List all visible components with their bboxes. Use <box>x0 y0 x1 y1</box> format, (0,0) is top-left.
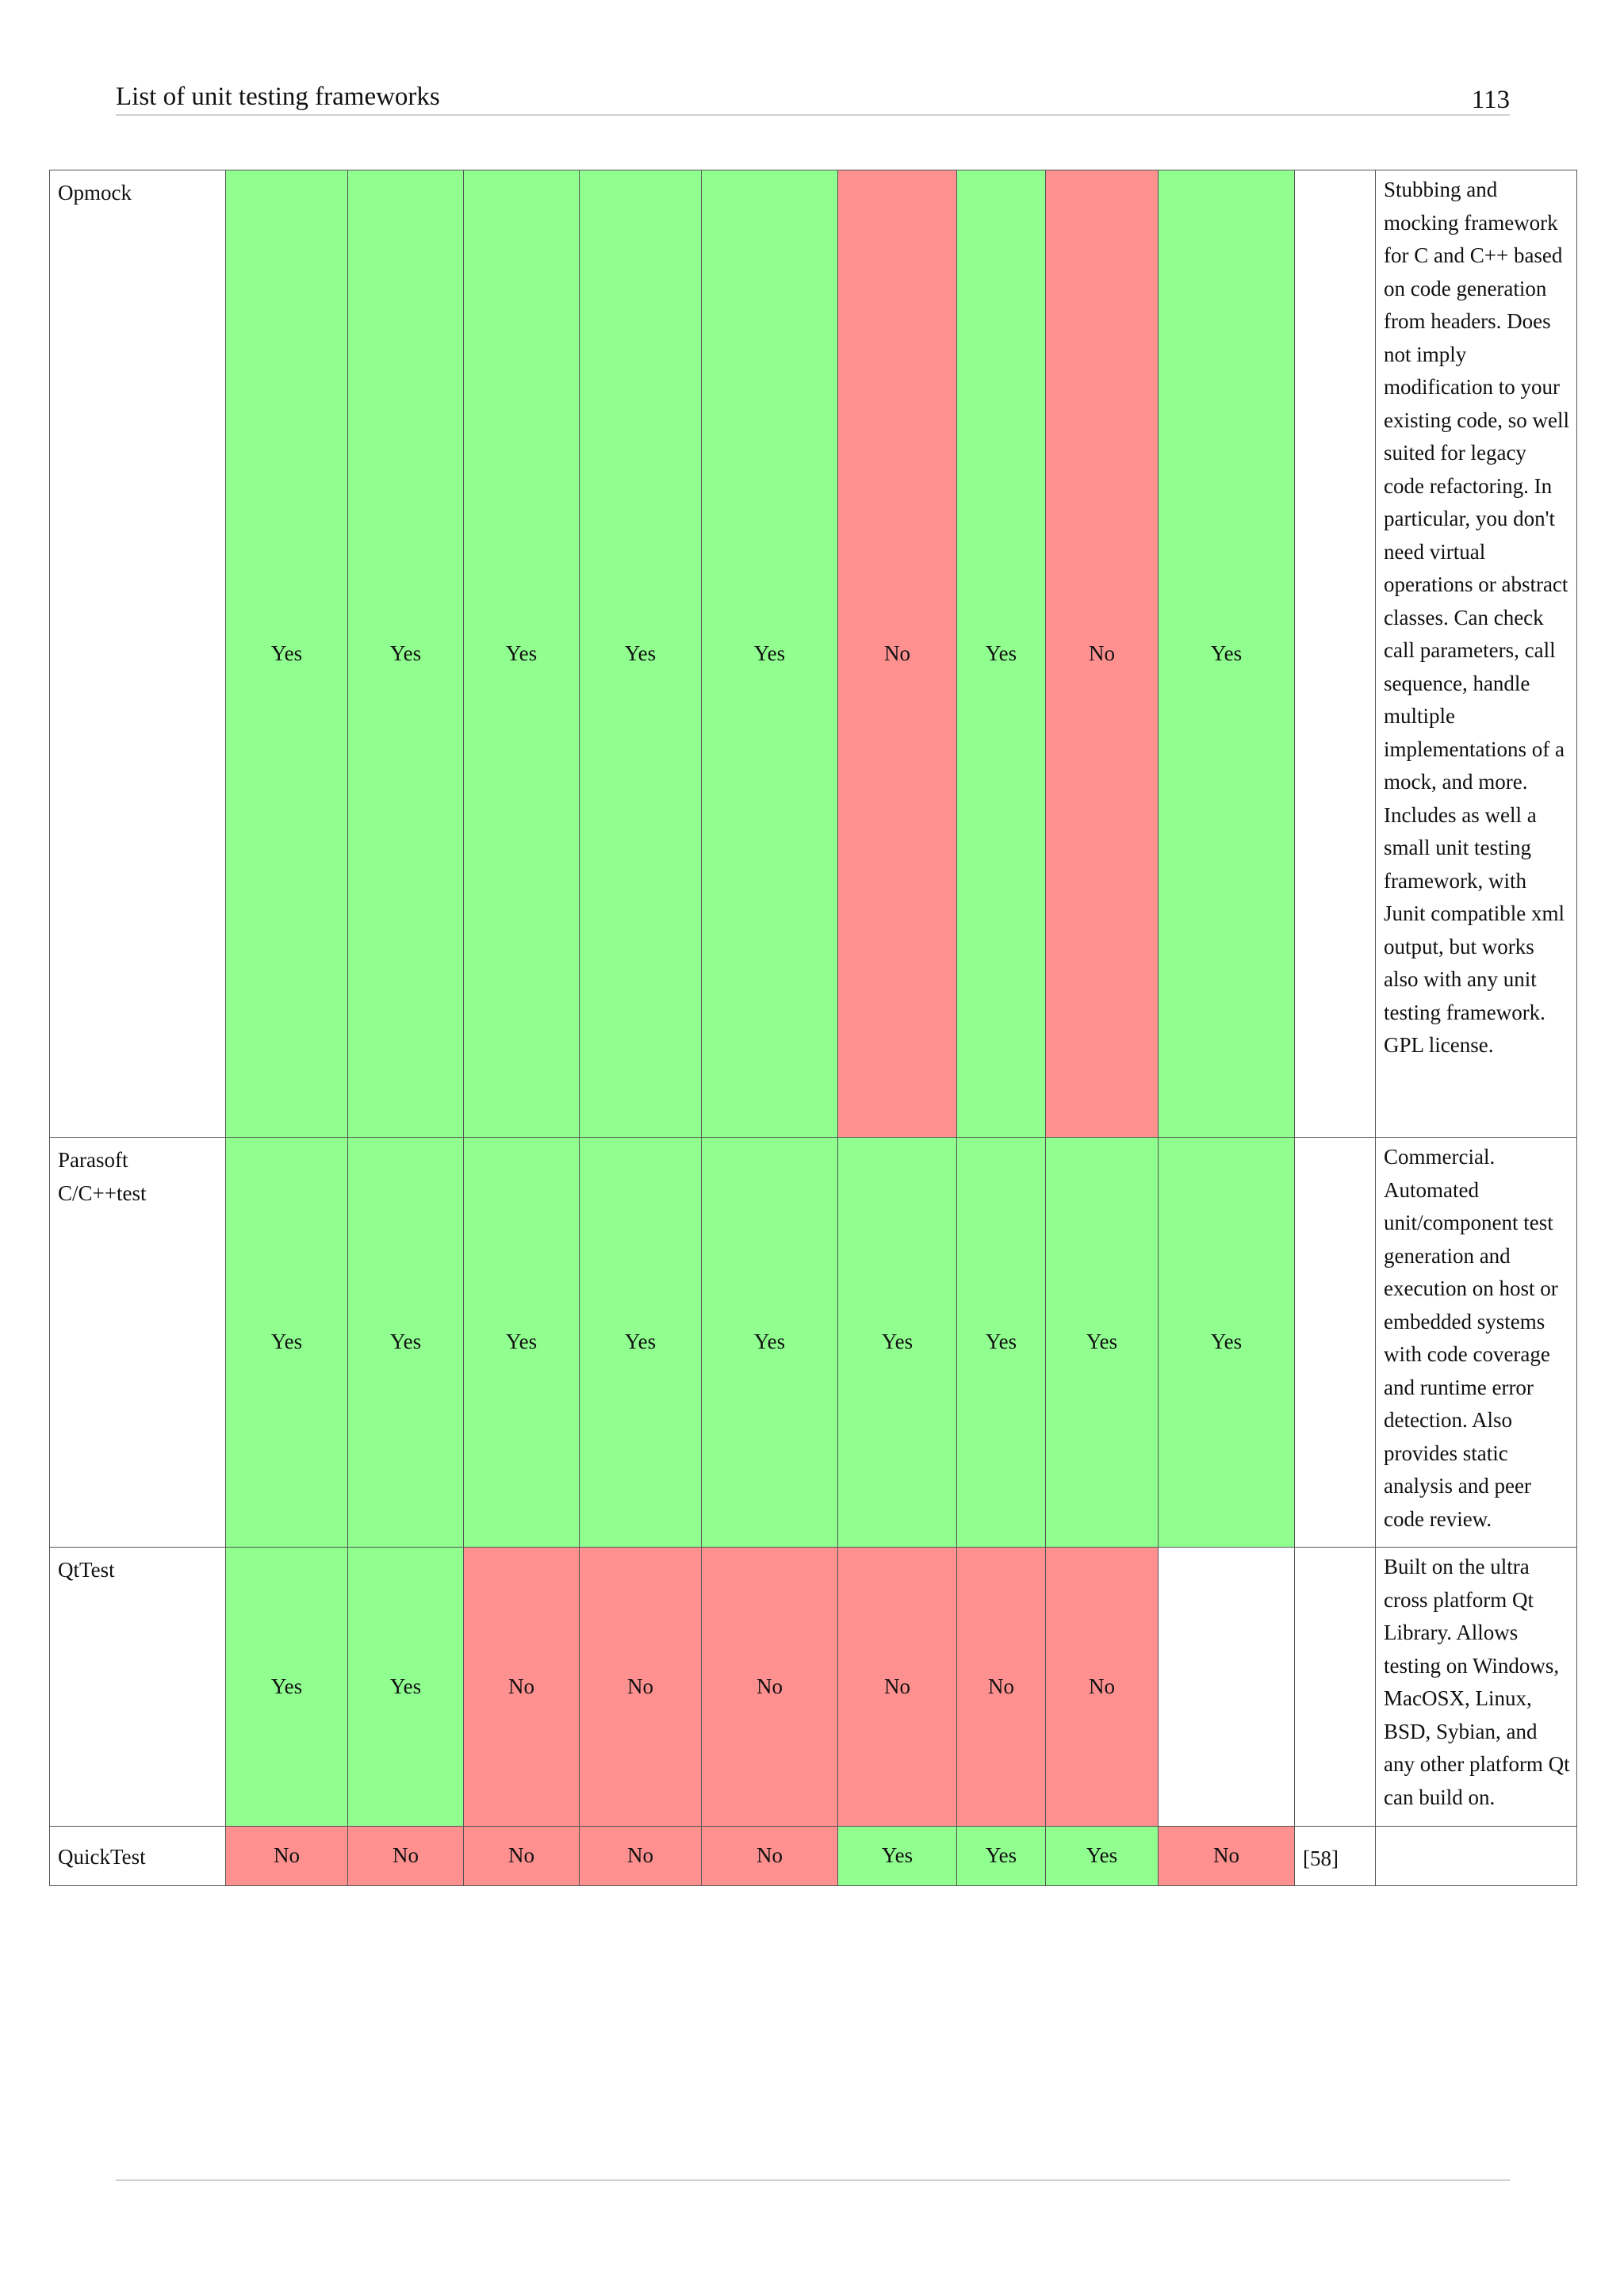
feature-cell-no: No <box>701 1547 838 1827</box>
feature-cell-yes: Yes <box>225 1547 348 1827</box>
table-row: Opmock Yes Yes Yes Yes Yes No Yes No Yes Stubbing … <box>49 170 1577 1138</box>
feature-cell-yes: Yes <box>1158 1137 1295 1548</box>
feature-cell-no: No <box>956 1547 1046 1827</box>
remarks-cell: Built on the ultra cross platform Qt Lib… <box>1375 1547 1577 1827</box>
feature-cell-yes: Yes <box>837 1826 957 1886</box>
feature-cell-no: No <box>1158 1826 1295 1886</box>
page-header: List of unit testing frameworks 113 <box>116 76 1510 116</box>
feature-cell-yes: Yes <box>956 170 1046 1138</box>
feature-cell-no: No <box>579 1826 702 1886</box>
reference-cell <box>1294 1547 1376 1827</box>
feature-cell-yes: Yes <box>347 1547 464 1827</box>
footer-rule <box>116 2179 1510 2181</box>
remarks-cell: Stubbing and mocking framework for C and… <box>1375 170 1577 1138</box>
feature-cell-empty <box>1158 1547 1295 1827</box>
feature-cell-yes: Yes <box>1045 1137 1159 1548</box>
feature-cell-yes: Yes <box>347 1137 464 1548</box>
reference-cell: [58] <box>1294 1826 1376 1886</box>
feature-cell-yes: Yes <box>225 1137 348 1548</box>
feature-cell-no: No <box>579 1547 702 1827</box>
feature-cell-no: No <box>701 1826 838 1886</box>
feature-cell-yes: Yes <box>701 170 838 1138</box>
feature-cell-yes: Yes <box>1045 1826 1159 1886</box>
feature-cell-no: No <box>463 1826 580 1886</box>
feature-cell-no: No <box>837 170 957 1138</box>
remarks-cell: Commercial. Automated unit/component tes… <box>1375 1137 1577 1548</box>
feature-cell-no: No <box>1045 1547 1159 1827</box>
framework-name-cell: Opmock <box>49 170 226 1138</box>
feature-cell-yes: Yes <box>701 1137 838 1548</box>
feature-cell-no: No <box>347 1826 464 1886</box>
page-number: 113 <box>1471 86 1510 114</box>
reference-cell <box>1294 170 1376 1138</box>
feature-cell-yes: Yes <box>579 1137 702 1548</box>
feature-cell-yes: Yes <box>837 1137 957 1548</box>
framework-name-cell: Parasoft C/C++test <box>49 1137 226 1548</box>
feature-cell-yes: Yes <box>1158 170 1295 1138</box>
feature-cell-yes: Yes <box>956 1137 1046 1548</box>
feature-cell-yes: Yes <box>347 170 464 1138</box>
feature-cell-no: No <box>837 1547 957 1827</box>
remarks-cell <box>1375 1826 1577 1886</box>
feature-cell-yes: Yes <box>463 1137 580 1548</box>
feature-cell-no: No <box>1045 170 1159 1138</box>
reference-cell <box>1294 1137 1376 1548</box>
feature-cell-yes: Yes <box>956 1826 1046 1886</box>
table-row: QtTest Yes Yes No No No No No No Built on the ult… <box>49 1547 1577 1827</box>
feature-cell-yes: Yes <box>225 170 348 1138</box>
table-body: Opmock Yes Yes Yes Yes Yes No Yes No Yes Stubbing … <box>49 170 1577 1886</box>
page-title: List of unit testing frameworks <box>116 82 440 111</box>
frameworks-table: Opmock Yes Yes Yes Yes Yes No Yes No Yes Stubbing … <box>49 170 1577 1886</box>
feature-cell-no: No <box>463 1547 580 1827</box>
framework-name-cell: QuickTest <box>49 1826 226 1886</box>
table-row: QuickTest No No No No No Yes Yes Yes No [58] <box>49 1826 1577 1886</box>
framework-name-cell: QtTest <box>49 1547 226 1827</box>
feature-cell-yes: Yes <box>463 170 580 1138</box>
table-row: Parasoft C/C++test Yes Yes Yes Yes Yes Yes Yes Y… <box>49 1137 1577 1548</box>
feature-cell-yes: Yes <box>579 170 702 1138</box>
feature-cell-no: No <box>225 1826 348 1886</box>
